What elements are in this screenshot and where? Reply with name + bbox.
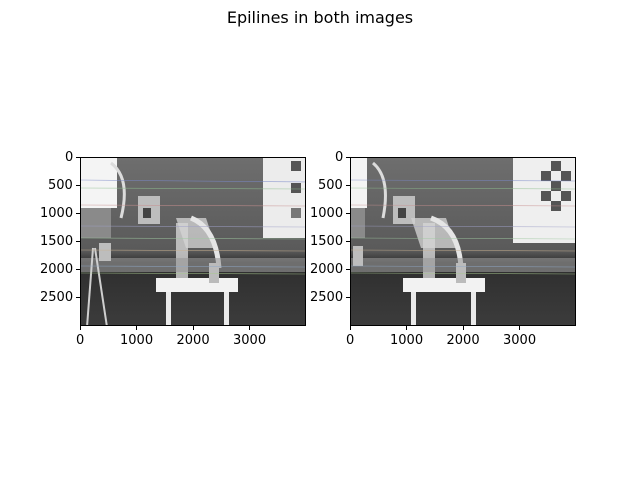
right-image-y-tick-label: 2500 [310, 290, 344, 306]
left-scene-image [81, 158, 305, 325]
left-image-y-tick [76, 156, 80, 158]
right-image-x-tick-label: 3000 [503, 333, 537, 348]
left-image-x-tick [79, 326, 81, 330]
right-image-x-tick [462, 326, 464, 330]
right-image-y-tick-label: 1500 [310, 234, 344, 249]
left-image-y-tick [76, 297, 80, 299]
left-image-y-tick [76, 212, 80, 214]
left-image-x-tick-label: 0 [76, 333, 85, 348]
left-image-x-tick [192, 326, 194, 330]
left-image-x-tick [136, 326, 137, 330]
right-image-y-tick [346, 156, 350, 158]
right-image-x-tick-label: 0 [346, 333, 355, 348]
left-image-y-tick [76, 269, 80, 271]
right-image-y-tick [346, 269, 350, 271]
right-image-y-tick-label: 1000 [310, 205, 344, 221]
right-image-panel [350, 157, 576, 326]
left-image-x-tick-label: 2000 [176, 333, 210, 348]
right-scene-image [351, 158, 575, 325]
left-image-x-tick-label: 1000 [120, 333, 154, 348]
left-image-y-tick-label: 2000 [40, 262, 74, 278]
left-image-x-tick-label: 3000 [233, 333, 267, 348]
left-image-x-tick [249, 326, 250, 330]
left-image-y-tick [76, 184, 80, 186]
right-image-y-tick [346, 212, 350, 214]
right-image-y-tick-label: 2000 [310, 262, 344, 278]
right-image-x-tick [406, 326, 407, 330]
right-image-y-tick [346, 297, 350, 299]
right-image-y-tick [346, 184, 350, 186]
right-image-x-tick-label: 1000 [390, 333, 424, 348]
left-image-y-tick-label: 1000 [40, 205, 74, 221]
right-image-y-tick [346, 241, 350, 242]
right-image-y-tick-label: 0 [335, 149, 344, 165]
left-image-y-tick-label: 2500 [40, 290, 74, 306]
left-image-y-tick-label: 0 [65, 149, 74, 165]
right-image-x-tick [349, 326, 351, 330]
left-image-y-tick [76, 241, 80, 242]
right-image-y-tick-label: 500 [318, 177, 343, 193]
left-image-y-tick-label: 1500 [40, 234, 74, 249]
left-image-y-tick-label: 500 [48, 177, 73, 193]
figure-title: Epilines in both images [226, 8, 414, 27]
right-image-x-tick-label: 2000 [446, 333, 480, 348]
left-image-panel [80, 157, 306, 326]
right-image-x-tick [519, 326, 520, 330]
